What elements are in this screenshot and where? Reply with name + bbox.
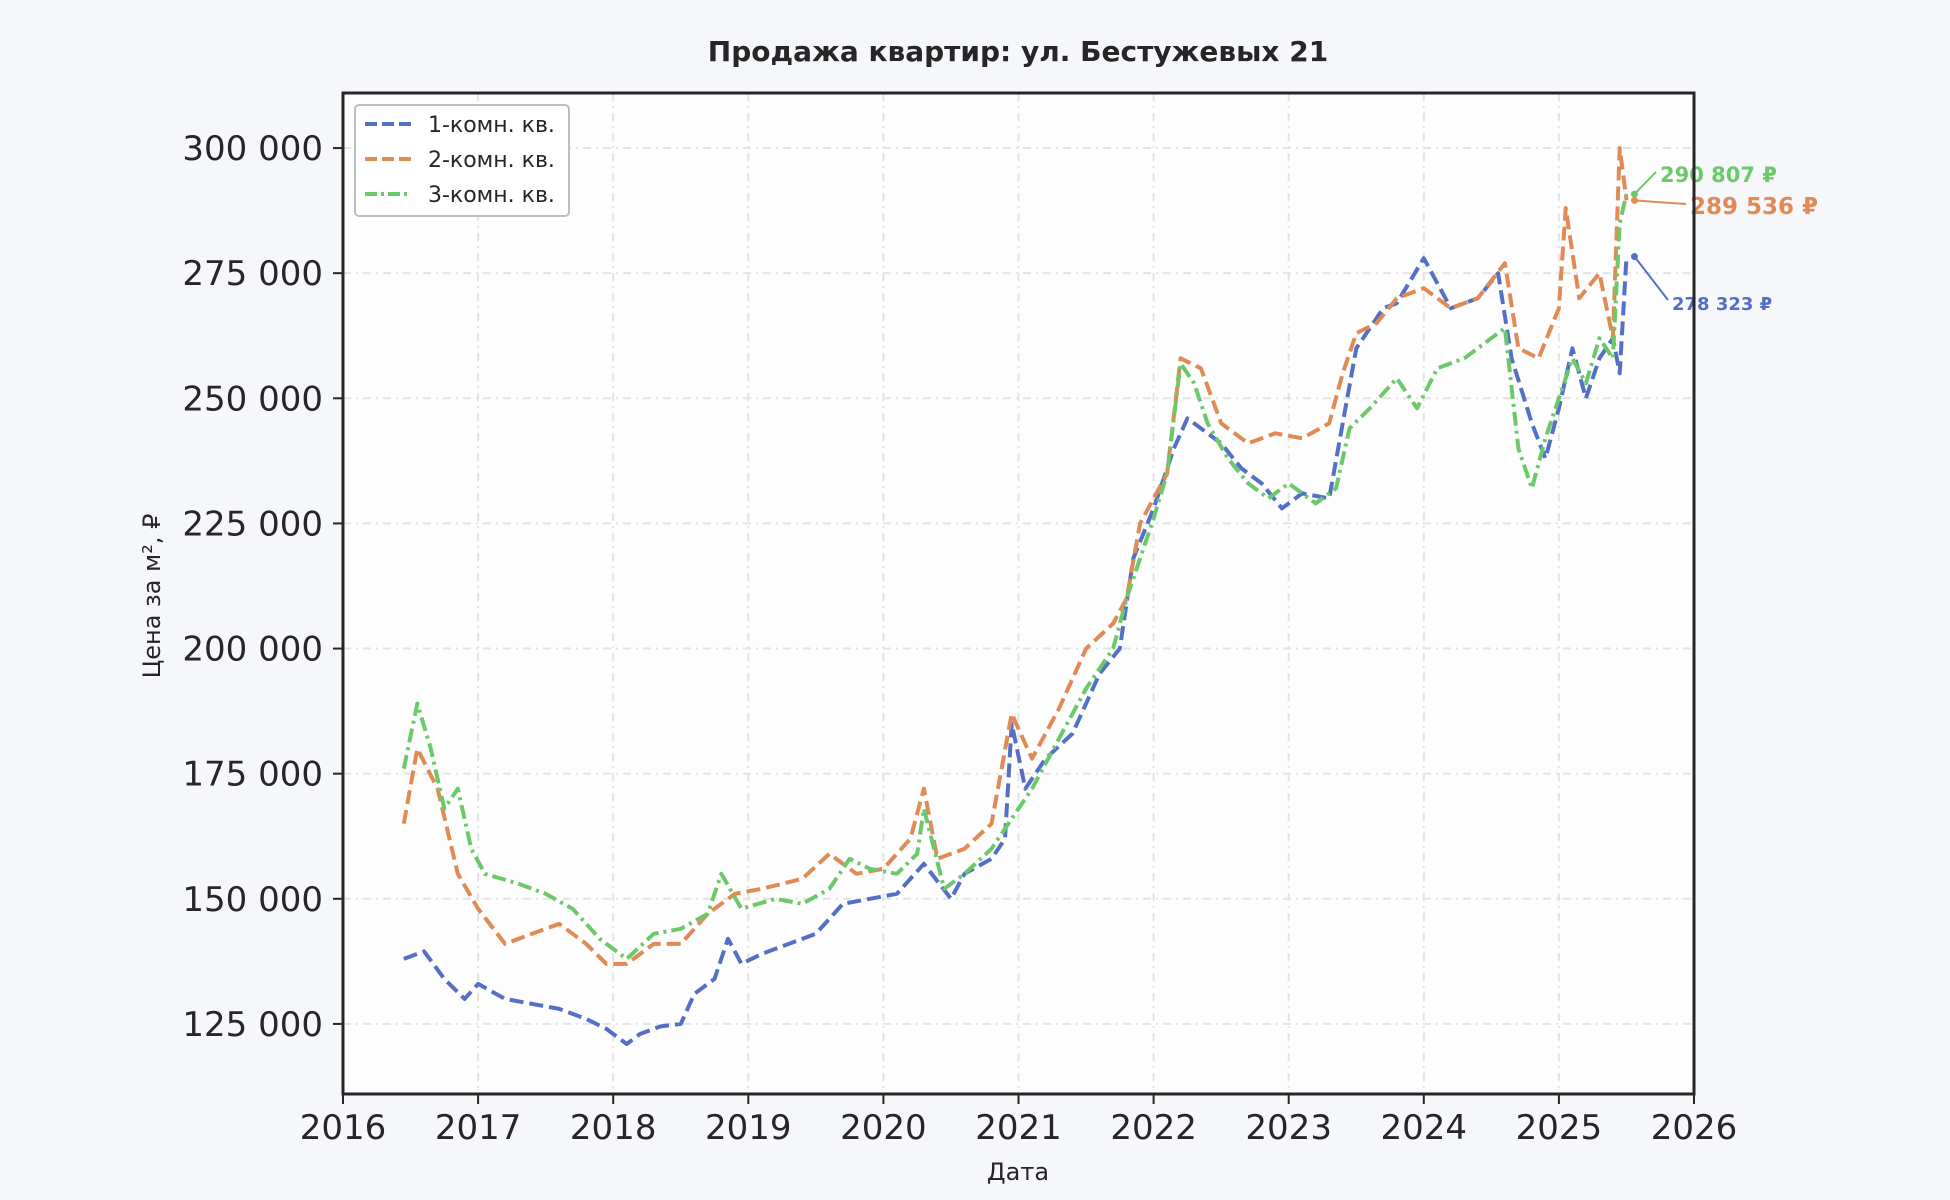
y-tick-label: 225 000 [182,504,323,544]
x-tick-label: 2019 [705,1108,792,1148]
x-axis: 2016 2017 2018 2019 2020 2021 2022 2023 2024 2025… [300,1094,1738,1148]
y-tick-label: 150 000 [182,880,323,920]
plot-frame [341,91,1696,1096]
x-tick-label: 2018 [570,1108,657,1148]
annotation-arrowhead [1630,196,1638,204]
y-axis-label: Цена за м², ₽ [138,514,166,679]
x-tick-label: 2020 [840,1108,927,1148]
y-tick-label: 175 000 [182,755,323,795]
y-tick-label: 275 000 [182,254,323,294]
series-group [401,146,1629,1046]
legend-box [354,104,570,217]
x-tick-label: 2021 [975,1108,1062,1148]
x-tick-label: 2026 [1651,1108,1738,1148]
x-tick-label: 2025 [1516,1108,1603,1148]
annotation-label: 289 536 ₽ [1690,194,1818,220]
legend-label: 1-комн. кв. [428,113,555,138]
annotation-arrowhead [1630,253,1638,261]
x-tick-label: 2024 [1381,1108,1468,1148]
y-tick-label: 200 000 [182,630,323,670]
annotation-label: 278 323 ₽ [1672,294,1772,315]
legend: 1-комн. кв. 2-комн. кв. 3-комн. кв. [354,104,570,217]
annotation-label: 290 807 ₽ [1660,163,1777,187]
annotation-arrow [1634,199,1687,205]
grid [342,93,1695,1094]
series-line-3 [401,193,1629,961]
series-line-2 [401,146,1629,966]
legend-label: 2-комн. кв. [428,148,555,173]
y-tick-label: 300 000 [182,129,323,169]
x-tick-label: 2023 [1245,1108,1332,1148]
annotation-arrow [1633,255,1669,301]
x-tick-label: 2016 [300,1108,387,1148]
y-axis: 125 000 150 000 175 000 200 000 225 000 250 0… [182,129,343,1045]
annotation-arrowhead [1630,190,1638,198]
chart-title: Продажа квартир: ул. Бестужевых 21 [708,35,1328,68]
x-tick-label: 2022 [1110,1108,1197,1148]
annotations: 290 807 ₽ 289 536 ₽ 278 323 ₽ [1630,163,1818,315]
legend-label: 3-комн. кв. [428,183,555,208]
y-tick-label: 125 000 [182,1005,323,1045]
x-tick-label: 2017 [435,1108,522,1148]
x-axis-label: Дата [987,1158,1049,1186]
y-tick-label: 250 000 [182,379,323,419]
annotation-arrow [1633,171,1657,195]
